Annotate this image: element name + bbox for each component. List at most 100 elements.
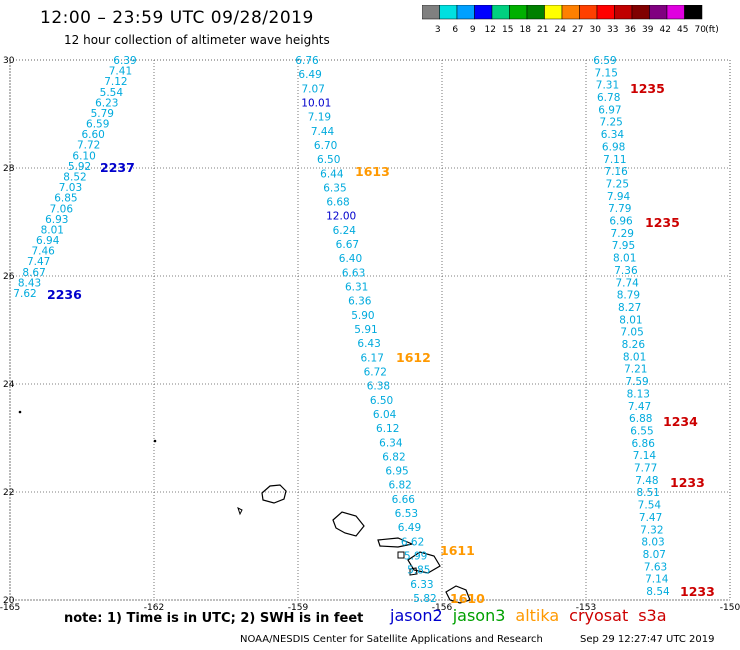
wave-height-value: 7.29 <box>611 228 634 240</box>
wave-height-value: 6.88 <box>629 413 652 425</box>
wave-height-value: 7.14 <box>645 574 669 586</box>
wave-height-value: 6.34 <box>601 129 625 141</box>
longitude-tick-label: -165 <box>0 603 20 613</box>
footer-timestamp: Sep 29 12:27:47 UTC 2019 <box>580 634 715 645</box>
colorbar-label: 6 <box>452 25 458 35</box>
page-title: 12:00 – 23:59 UTC 09/28/2019 <box>40 8 314 28</box>
wave-height-value: 6.50 <box>370 395 393 407</box>
longitude-tick-label: -156 <box>432 603 453 613</box>
wave-height-value: 6.35 <box>323 182 346 194</box>
wave-height-value: 6.49 <box>298 69 321 81</box>
footer-credit: NOAA/NESDIS Center for Satellite Applica… <box>240 634 543 645</box>
wave-height-value: 6.34 <box>379 437 403 449</box>
wave-height-value: 7.19 <box>308 112 331 124</box>
wave-height-value: 6.43 <box>357 338 380 350</box>
wave-height-value: 6.39 <box>113 55 136 67</box>
wave-height-value: 6.17 <box>361 352 384 364</box>
wave-height-value: 7.05 <box>620 327 643 339</box>
wave-height-value: 6.93 <box>45 214 68 226</box>
satellite-legend-jason2: jason2 <box>390 606 443 625</box>
wave-height-value: 7.94 <box>607 191 631 203</box>
wave-height-value: 7.36 <box>614 265 638 277</box>
wave-height-value: 6.72 <box>364 366 387 378</box>
colorbar-swatch <box>684 5 703 20</box>
pass-time-label: 1610 <box>450 591 485 606</box>
wave-height-value: 6.40 <box>339 253 362 265</box>
pass-time-label: 2236 <box>47 287 82 302</box>
longitude-tick-label: -150 <box>720 603 740 613</box>
wave-height-value: 6.95 <box>385 466 408 478</box>
pass-time-label: 1611 <box>440 543 475 558</box>
wave-height-value: 8.54 <box>646 586 670 598</box>
wave-height-value: 7.48 <box>635 475 658 487</box>
latitude-tick-label: 24 <box>3 380 15 390</box>
colorbar-label: 9 <box>470 25 476 35</box>
altimeter-tracks: 6.397.417.125.546.235.796.596.607.726.10… <box>13 55 714 606</box>
wave-height-value: 7.16 <box>604 166 628 178</box>
latitude-tick-label: 28 <box>3 164 15 174</box>
wave-height-value: 5.90 <box>351 310 374 322</box>
wave-height-value: 7.72 <box>77 140 100 152</box>
satellite-legend: jason2 jason3 altika cryosat s3a <box>390 606 677 625</box>
axis-labels: -165 -162 -159 -156 -153 -150 20 22 24 26 28 30 <box>0 56 740 613</box>
colorbar-label: 12 <box>485 25 496 35</box>
wave-height-value: 5.82 <box>413 593 436 605</box>
wave-height-value: 6.59 <box>593 55 616 67</box>
wave-height-value: 6.04 <box>373 409 397 421</box>
wave-height-value: 7.41 <box>109 66 132 78</box>
pass-time-label: 1233 <box>680 584 715 599</box>
pass-time-label: 1233 <box>670 475 705 490</box>
colorbar-label: 24 <box>555 25 567 35</box>
latitude-tick-label: 22 <box>3 488 14 498</box>
pass-time-label: 1235 <box>645 215 680 230</box>
satellite-legend-altika: altika <box>515 606 560 625</box>
wave-height-value: 7.63 <box>644 561 667 573</box>
wave-height-value: 7.59 <box>625 376 648 388</box>
wave-height-value: 7.47 <box>27 256 50 268</box>
colorbar-label: 27 <box>572 25 583 35</box>
wave-height-value: 6.82 <box>382 451 405 463</box>
colorbar-label: 36 <box>625 25 637 35</box>
wave-height-value: 6.63 <box>342 267 365 279</box>
wave-height-value: 7.07 <box>302 83 325 95</box>
wave-height-value: 7.32 <box>640 524 663 536</box>
island-kauai <box>261 484 287 504</box>
pass-time-label: 1235 <box>630 81 665 96</box>
wave-height-value: 7.62 <box>13 288 36 300</box>
wave-height-value: 6.12 <box>376 423 399 435</box>
wave-height-value: 7.14 <box>633 450 657 462</box>
wave-height-value: 6.53 <box>395 508 418 520</box>
wave-height-value: 6.76 <box>295 55 319 67</box>
wave-height-value: 5.79 <box>91 108 114 120</box>
wave-height-value: 6.94 <box>36 235 60 247</box>
pass-time-label: 1613 <box>355 164 390 179</box>
wave-height-value: 7.25 <box>606 178 629 190</box>
longitude-tick-label: -153 <box>576 603 596 613</box>
wave-height-value: 8.01 <box>623 351 646 363</box>
island-kahoolawe <box>409 567 418 576</box>
longitude-tick-label: -162 <box>144 603 164 613</box>
island-dot <box>153 439 157 443</box>
latitude-tick-label: 26 <box>3 272 15 282</box>
island-maui <box>407 551 441 574</box>
wave-height-value: 7.06 <box>50 203 74 215</box>
pass-time-label: 1612 <box>396 350 431 365</box>
wave-height-value: 5.92 <box>68 161 91 173</box>
page-subtitle: 12 hour collection of altimeter wave hei… <box>64 33 330 47</box>
wave-height-value: 8.07 <box>643 549 666 561</box>
wave-height-value: 8.52 <box>63 172 86 184</box>
pass-time-label: 2237 <box>100 160 135 175</box>
colorbar-label: 21 <box>537 25 548 35</box>
wave-height-value: 7.74 <box>615 277 639 289</box>
colorbar-label: 42 <box>660 25 671 35</box>
island-niihau <box>237 507 243 516</box>
wave-height-value: 5.54 <box>100 87 124 99</box>
island-hawaii <box>445 585 471 604</box>
island-dot <box>18 410 22 414</box>
wave-height-value: 8.03 <box>641 537 664 549</box>
wave-height-value: 8.43 <box>18 277 41 289</box>
hawaiian-islands <box>18 410 471 604</box>
wave-height-value: 6.10 <box>72 150 95 162</box>
wave-height-value: 7.46 <box>31 246 55 258</box>
wave-height-value: 6.66 <box>392 494 416 506</box>
